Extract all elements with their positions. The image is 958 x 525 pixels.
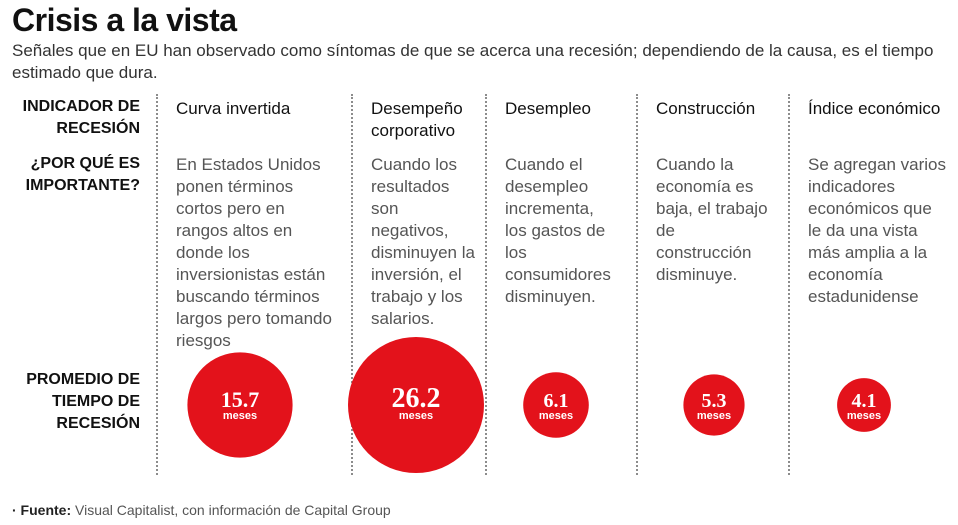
column-heading: Construcción: [656, 99, 756, 118]
bubble-circle: [348, 337, 484, 473]
source-note: · Fuente: Visual Capitalist, con informa…: [12, 502, 391, 518]
column-description: En Estados Unidos ponen términos cortos …: [176, 155, 332, 350]
column-description: Se agregan varios indicadores económicos…: [808, 155, 946, 306]
column-desempleo: Desempleo Cuando el desempleo incrementa…: [485, 94, 623, 475]
bubble-unit-label: meses: [399, 410, 433, 422]
column-indice-economico: Índice económico Se agregan varios indic…: [788, 94, 950, 475]
bubble-value-label: 5.3: [702, 390, 727, 412]
bubble-circle: [683, 374, 745, 436]
bubble-circle: [187, 352, 293, 458]
column-construccion: Construcción Cuando la economía es baja,…: [636, 94, 774, 475]
row-label-indicator: INDICADOR DE RECESIÓN: [22, 98, 140, 137]
bubble-value-label: 6.1: [544, 390, 569, 412]
bubble-value-label: 26.2: [392, 383, 441, 414]
bubble-unit-label: meses: [847, 410, 881, 422]
bubble-circle: [523, 372, 589, 438]
bubble-unit-label: meses: [697, 410, 731, 422]
page-title: Crisis a la vista: [12, 2, 237, 38]
column-heading: Desempleo: [505, 99, 591, 118]
column-curva-invertida: Curva invertida En Estados Unidos ponen …: [156, 94, 338, 475]
source-label: · Fuente:: [12, 502, 72, 518]
row-label-average: PROMEDIO DE TIEMPO DE RECESIÓN: [26, 371, 140, 432]
column-heading: Desempeño corporativo: [371, 99, 463, 140]
bubble-unit-label: meses: [223, 410, 257, 422]
row-label-why: ¿POR QUÉ ES IMPORTANTE?: [25, 155, 140, 194]
column-description: Cuando los resultados son negativos, dis…: [371, 155, 475, 328]
column-desempeno-corporativo: Desempeño corporativo Cuando los resulta…: [351, 94, 479, 475]
bubble-unit-label: meses: [539, 410, 573, 422]
page-subtitle: Señales que en EU han observado como sín…: [12, 41, 934, 82]
column-heading: Índice económico: [808, 99, 941, 118]
bubble-value-label: 15.7: [221, 387, 260, 412]
column-description: Cuando el desempleo incrementa, los gast…: [505, 155, 611, 306]
column-description: Cuando la economía es baja, el trabajo d…: [656, 155, 768, 284]
column-heading: Curva invertida: [176, 99, 291, 118]
source-text: Visual Capitalist, con información de Ca…: [75, 502, 391, 518]
bubble-value-label: 4.1: [852, 390, 877, 412]
bubble-circle: [837, 378, 891, 432]
